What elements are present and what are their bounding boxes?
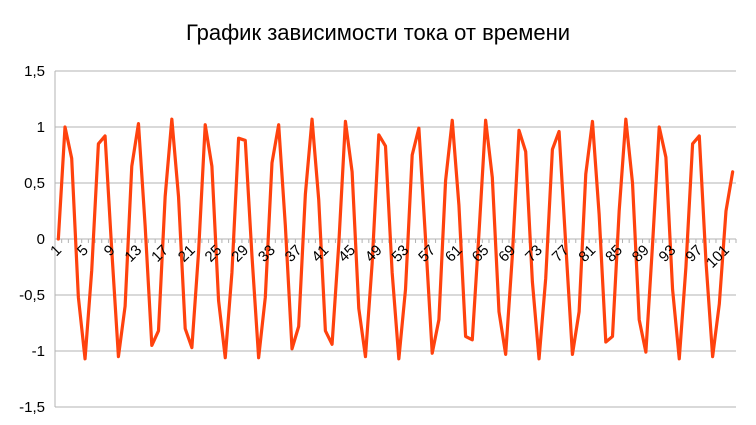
y-tick-label: 0 xyxy=(37,231,45,248)
x-tick-label: 41 xyxy=(308,242,332,266)
x-tick-label: 65 xyxy=(469,242,493,266)
y-tick-label: 1 xyxy=(37,119,45,136)
x-tick-label: 89 xyxy=(629,242,653,266)
x-tick-label: 81 xyxy=(575,242,599,266)
x-tick-label: 77 xyxy=(549,242,573,266)
x-tick-label: 9 xyxy=(101,242,119,260)
y-tick-label: -1 xyxy=(32,343,45,360)
y-tick-label: -1,5 xyxy=(19,399,45,416)
x-tick-label: 93 xyxy=(656,242,680,266)
x-tick-label: 57 xyxy=(415,242,439,266)
y-tick-label: 1,5 xyxy=(24,63,45,80)
chart-title: График зависимости тока от времени xyxy=(185,20,571,45)
x-tick-label: 13 xyxy=(121,242,145,266)
x-tick-label: 73 xyxy=(522,242,546,266)
x-tick-label: 33 xyxy=(255,242,279,266)
x-tick-label: 21 xyxy=(175,242,199,266)
x-tick-label: 1 xyxy=(47,242,65,260)
x-tick-label: 49 xyxy=(362,242,386,266)
y-tick-label: 0,5 xyxy=(24,175,45,192)
x-tick-label: 17 xyxy=(148,242,172,266)
x-tick-label: 25 xyxy=(202,242,226,266)
x-tick-label: 69 xyxy=(495,242,519,266)
y-tick-label: -0,5 xyxy=(19,287,45,304)
x-tick-label: 85 xyxy=(602,242,626,266)
series-line xyxy=(56,117,735,361)
